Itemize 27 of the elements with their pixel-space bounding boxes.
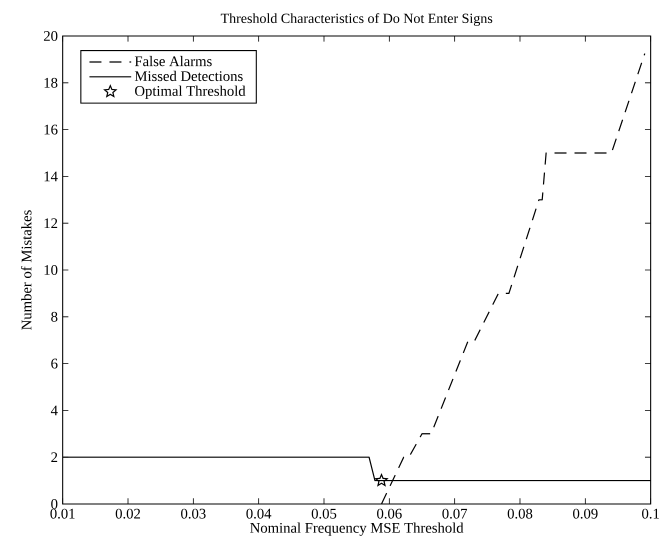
y-tick-label: 8	[51, 312, 58, 322]
x-tick-label: 0.07	[442, 508, 468, 519]
x-tick-label: 0.05	[312, 508, 336, 519]
y-tick-label: 18	[44, 78, 58, 88]
y-tick-label: 2	[51, 452, 58, 462]
x-tick-label: 0.04	[246, 508, 272, 519]
y-axis-title: Number of Mistakes	[21, 210, 32, 330]
x-tick-label: 0.01	[50, 508, 75, 519]
y-tick-label: 0	[51, 499, 58, 509]
y-tick-label: 12	[44, 218, 58, 228]
legend-label: Missed Detections	[134, 70, 243, 82]
y-tick-label: 4	[50, 406, 58, 416]
legend-label: Optimal Threshold	[135, 86, 246, 99]
y-tick-label: 16	[44, 124, 58, 135]
x-tick-label: 0.02	[116, 508, 140, 519]
x-tick-label: 0.08	[508, 508, 532, 519]
legend-label: False Alarms	[134, 56, 212, 66]
chart-title: Threshold Characteristics of Do Not Enter Signs	[220, 13, 492, 26]
y-tick-label: 10	[44, 265, 58, 275]
y-tick-label: 20	[44, 31, 58, 41]
y-tick-label: 14	[44, 172, 58, 182]
y-tick-label: 6	[51, 358, 58, 369]
x-tick-label: 0.03	[181, 508, 206, 519]
x-tick-label: 0.09	[573, 508, 598, 519]
x-axis-title: Nominal Frequency MSE Threshold	[250, 522, 464, 536]
x-tick-label: 0.06	[377, 508, 402, 519]
x-tick-label: 0.1	[642, 508, 659, 519]
